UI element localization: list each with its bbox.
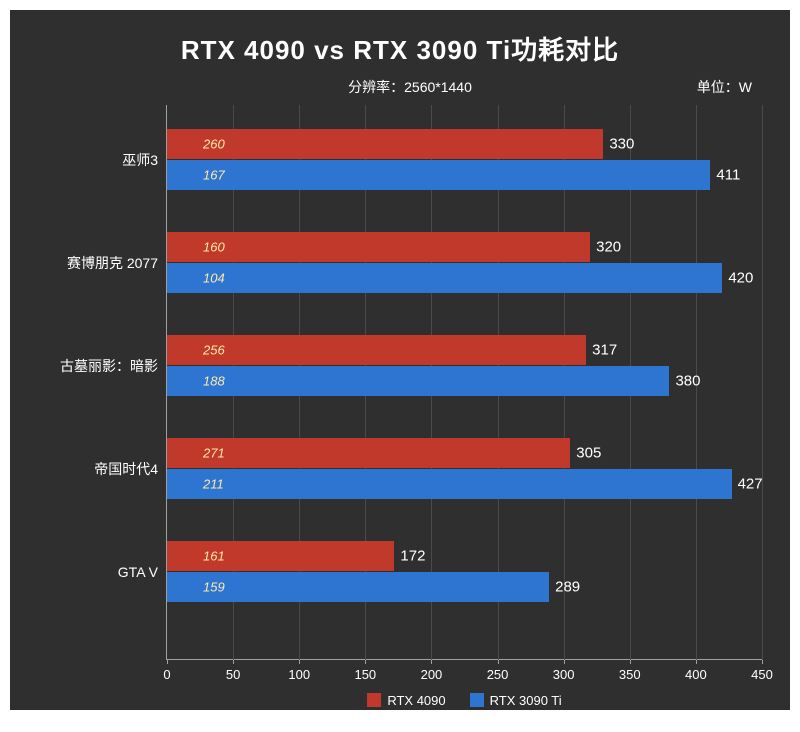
legend-swatch (367, 693, 381, 707)
bar-inner-label: 211 (203, 477, 224, 492)
x-tick-label: 100 (288, 667, 310, 682)
bar-value-label: 427 (738, 476, 772, 493)
x-tick-label: 150 (354, 667, 376, 682)
bar-inner-label: 159 (203, 580, 225, 595)
category-label: GTA V (118, 564, 158, 580)
gridline (762, 105, 763, 660)
bar-group: 305271427211 (167, 438, 762, 499)
x-tick-label: 200 (421, 667, 443, 682)
legend-item: RTX 4090 (367, 693, 445, 708)
bar: 411167 (167, 160, 710, 190)
category-label: 巫师3 (122, 150, 158, 170)
bar-value-label: 317 (592, 342, 626, 359)
x-tick (630, 660, 631, 664)
bar-group: 330260411167 (167, 129, 762, 190)
legend-label: RTX 4090 (387, 693, 445, 708)
bar: 420104 (167, 263, 722, 293)
legend-swatch (470, 693, 484, 707)
bar-value-label: 330 (609, 136, 643, 153)
bar: 317256 (167, 335, 586, 365)
resolution-label: 分辨率：2560*1440 (48, 77, 642, 97)
bar: 305271 (167, 438, 570, 468)
bar-inner-label: 161 (203, 549, 225, 564)
chart-subtitle-row: 分辨率：2560*1440 单位：W (38, 77, 762, 97)
chart-canvas: RTX 4090RTX 3090 Ti 05010015020025030035… (166, 105, 762, 660)
category-label: 帝国时代4 (94, 459, 158, 479)
plot-area: 巫师3 赛博朋克 2077 古墓丽影：暗影帝国时代4 GTA V RTX 4090RT… (38, 105, 762, 660)
legend-label: RTX 3090 Ti (490, 693, 562, 708)
bar: 427211 (167, 469, 732, 499)
bar-inner-label: 104 (203, 271, 225, 286)
bar-inner-label: 271 (203, 446, 225, 461)
x-tick-label: 400 (685, 667, 707, 682)
bar: 330260 (167, 129, 603, 159)
bar-value-label: 380 (675, 373, 709, 390)
bar-value-label: 320 (596, 239, 630, 256)
bar-inner-label: 160 (203, 240, 225, 255)
bar-value-label: 172 (400, 548, 434, 565)
x-tick-label: 50 (226, 667, 240, 682)
bar: 172161 (167, 541, 394, 571)
bar-value-label: 289 (555, 579, 589, 596)
bar-value-label: 411 (716, 167, 750, 184)
x-tick (762, 660, 763, 664)
bar-value-label: 305 (576, 445, 610, 462)
chart-title: RTX 4090 vs RTX 3090 Ti功耗对比 (38, 30, 762, 67)
bar-inner-label: 188 (203, 374, 225, 389)
x-tick (431, 660, 432, 664)
legend: RTX 4090 RTX 3090 Ti (167, 693, 762, 711)
bar-group: 320160420104 (167, 232, 762, 293)
x-tick-label: 300 (553, 667, 575, 682)
bar-group: 317256380188 (167, 335, 762, 396)
y-axis-labels: 巫师3 赛博朋克 2077 古墓丽影：暗影帝国时代4 GTA V (38, 105, 166, 660)
bar-value-label: 420 (728, 270, 762, 287)
x-tick-label: 250 (487, 667, 509, 682)
unit-label: 单位：W (642, 77, 752, 97)
x-axis-line (167, 659, 762, 660)
x-tick (167, 660, 168, 664)
bar-inner-label: 256 (203, 343, 225, 358)
chart-card: RTX 4090 vs RTX 3090 Ti功耗对比 分辨率：2560*144… (10, 10, 790, 710)
category-label: 古墓丽影：暗影 (60, 356, 158, 376)
x-tick (299, 660, 300, 664)
bar: 320160 (167, 232, 590, 262)
x-tick-label: 0 (163, 667, 170, 682)
bar-inner-label: 260 (203, 137, 225, 152)
bar-group: 172161289159 (167, 541, 762, 602)
x-tick (365, 660, 366, 664)
bar: 380188 (167, 366, 669, 396)
x-tick (233, 660, 234, 664)
bar: 289159 (167, 572, 549, 602)
x-tick (498, 660, 499, 664)
x-tick-label: 350 (619, 667, 641, 682)
x-tick-label: 450 (751, 667, 773, 682)
category-label: 赛博朋克 2077 (67, 253, 158, 273)
bar-inner-label: 167 (203, 168, 225, 183)
legend-item: RTX 3090 Ti (470, 693, 562, 708)
x-tick (564, 660, 565, 664)
x-tick (696, 660, 697, 664)
